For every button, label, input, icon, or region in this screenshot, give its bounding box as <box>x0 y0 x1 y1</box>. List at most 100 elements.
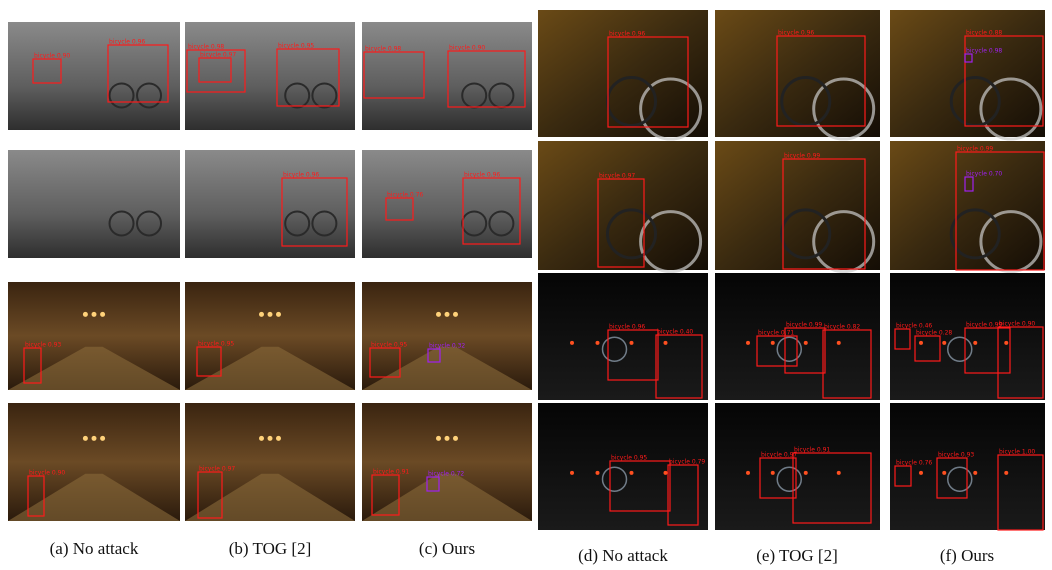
lamp <box>83 312 88 317</box>
light <box>919 471 923 475</box>
detection-label: bicycle 0.99 <box>966 322 1002 329</box>
detection-label: bicycle 0.96 <box>609 324 645 331</box>
photo <box>362 22 532 130</box>
lamp <box>92 312 97 317</box>
detection-label: bicycle 0.98 <box>365 46 401 53</box>
photo <box>715 141 880 270</box>
photo <box>538 141 708 270</box>
detection-label: bicycle 0.99 <box>786 322 822 329</box>
detection-label: bicycle 0.76 <box>387 192 423 199</box>
detection-label: bicycle 0.90 <box>449 45 485 52</box>
lamp <box>83 436 88 441</box>
detection-label: bicycle 0.97 <box>599 173 635 180</box>
light <box>630 471 634 475</box>
light <box>746 471 750 475</box>
detection-label: bicycle 0.95 <box>611 455 647 462</box>
lamp <box>100 436 105 441</box>
detection-label: bicycle 0.32 <box>429 343 465 350</box>
lamp <box>436 436 441 441</box>
detection-label: bicycle 0.93 <box>25 342 61 349</box>
photo <box>538 10 708 137</box>
photo <box>538 273 708 400</box>
lamp <box>453 312 458 317</box>
photo <box>8 22 180 130</box>
light <box>596 471 600 475</box>
lamp <box>453 436 458 441</box>
light <box>570 471 574 475</box>
caption: (c) Ours <box>419 539 475 558</box>
detection-label: bicycle 0.88 <box>966 30 1002 37</box>
light <box>804 471 808 475</box>
caption: (e) TOG [2] <box>756 546 838 565</box>
lamp <box>276 436 281 441</box>
caption: (d) No attack <box>578 546 668 565</box>
detection-label: bicycle 0.96 <box>778 30 814 37</box>
lamp <box>92 436 97 441</box>
detection-label: bicycle 0.99 <box>784 153 820 160</box>
light <box>630 341 634 345</box>
photo <box>890 273 1045 400</box>
caption: (f) Ours <box>940 546 994 565</box>
detection-label: bicycle 0.91 <box>794 447 830 454</box>
light <box>942 471 946 475</box>
detection-label: bicycle 0.97 <box>199 466 235 473</box>
lamp <box>445 312 450 317</box>
detection-label: bicycle 0.96 <box>283 172 319 179</box>
figure: (a) No attack (b) TOG [2] (c) Ours (d) N… <box>0 0 1052 570</box>
detection-label: bicycle 0.95 <box>278 43 314 50</box>
detection-label: bicycle 0.96 <box>109 39 145 46</box>
detection-label: bicycle 0.93 <box>938 452 974 459</box>
light <box>973 341 977 345</box>
light <box>804 341 808 345</box>
light <box>664 471 668 475</box>
caption: (b) TOG [2] <box>229 539 311 558</box>
detection-label: bicycle 0.90 <box>999 321 1035 328</box>
lamp <box>268 312 273 317</box>
light <box>596 341 600 345</box>
photo <box>185 22 355 130</box>
photo <box>8 150 180 258</box>
detection-label: bicycle 0.76 <box>896 460 932 467</box>
detection-label: bicycle 0.99 <box>957 146 993 153</box>
caption: (a) No attack <box>50 539 139 558</box>
detection-label: bicycle 0.91 <box>373 469 409 476</box>
light <box>1004 471 1008 475</box>
detection-label: bicycle 0.96 <box>464 172 500 179</box>
lamp <box>100 312 105 317</box>
detection-label: bicycle 1.00 <box>999 449 1035 456</box>
detection-label: bicycle 0.46 <box>896 323 932 330</box>
lamp <box>268 436 273 441</box>
light <box>746 341 750 345</box>
light <box>1004 341 1008 345</box>
detection-label: bicycle 0.97 <box>761 452 797 459</box>
light <box>570 341 574 345</box>
detection-label: bicycle 0.90 <box>29 470 65 477</box>
detection-label: bicycle 0.79 <box>669 459 705 466</box>
lamp <box>445 436 450 441</box>
light <box>919 341 923 345</box>
lamp <box>276 312 281 317</box>
detection-label: bicycle 0.97 <box>200 52 236 59</box>
detection-label: bicycle 0.95 <box>198 341 234 348</box>
light <box>942 341 946 345</box>
light <box>837 471 841 475</box>
detection-label: bicycle 0.98 <box>188 44 224 51</box>
detection-label: bicycle 0.82 <box>824 324 860 331</box>
lamp <box>436 312 441 317</box>
detection-label: bicycle 0.72 <box>428 471 464 478</box>
light <box>771 341 775 345</box>
light <box>973 471 977 475</box>
light <box>771 471 775 475</box>
lamp <box>259 436 264 441</box>
photo <box>890 141 1045 270</box>
detection-label: bicycle 0.95 <box>371 342 407 349</box>
photo <box>185 150 355 258</box>
light <box>837 341 841 345</box>
detection-label: bicycle 0.98 <box>966 48 1002 55</box>
detection-label: bicycle 0.40 <box>657 329 693 336</box>
light <box>664 341 668 345</box>
photo <box>362 150 532 258</box>
detection-label: bicycle 0.28 <box>916 330 952 337</box>
detection-label: bicycle 0.90 <box>34 53 70 60</box>
detection-label: bicycle 0.70 <box>966 171 1002 178</box>
